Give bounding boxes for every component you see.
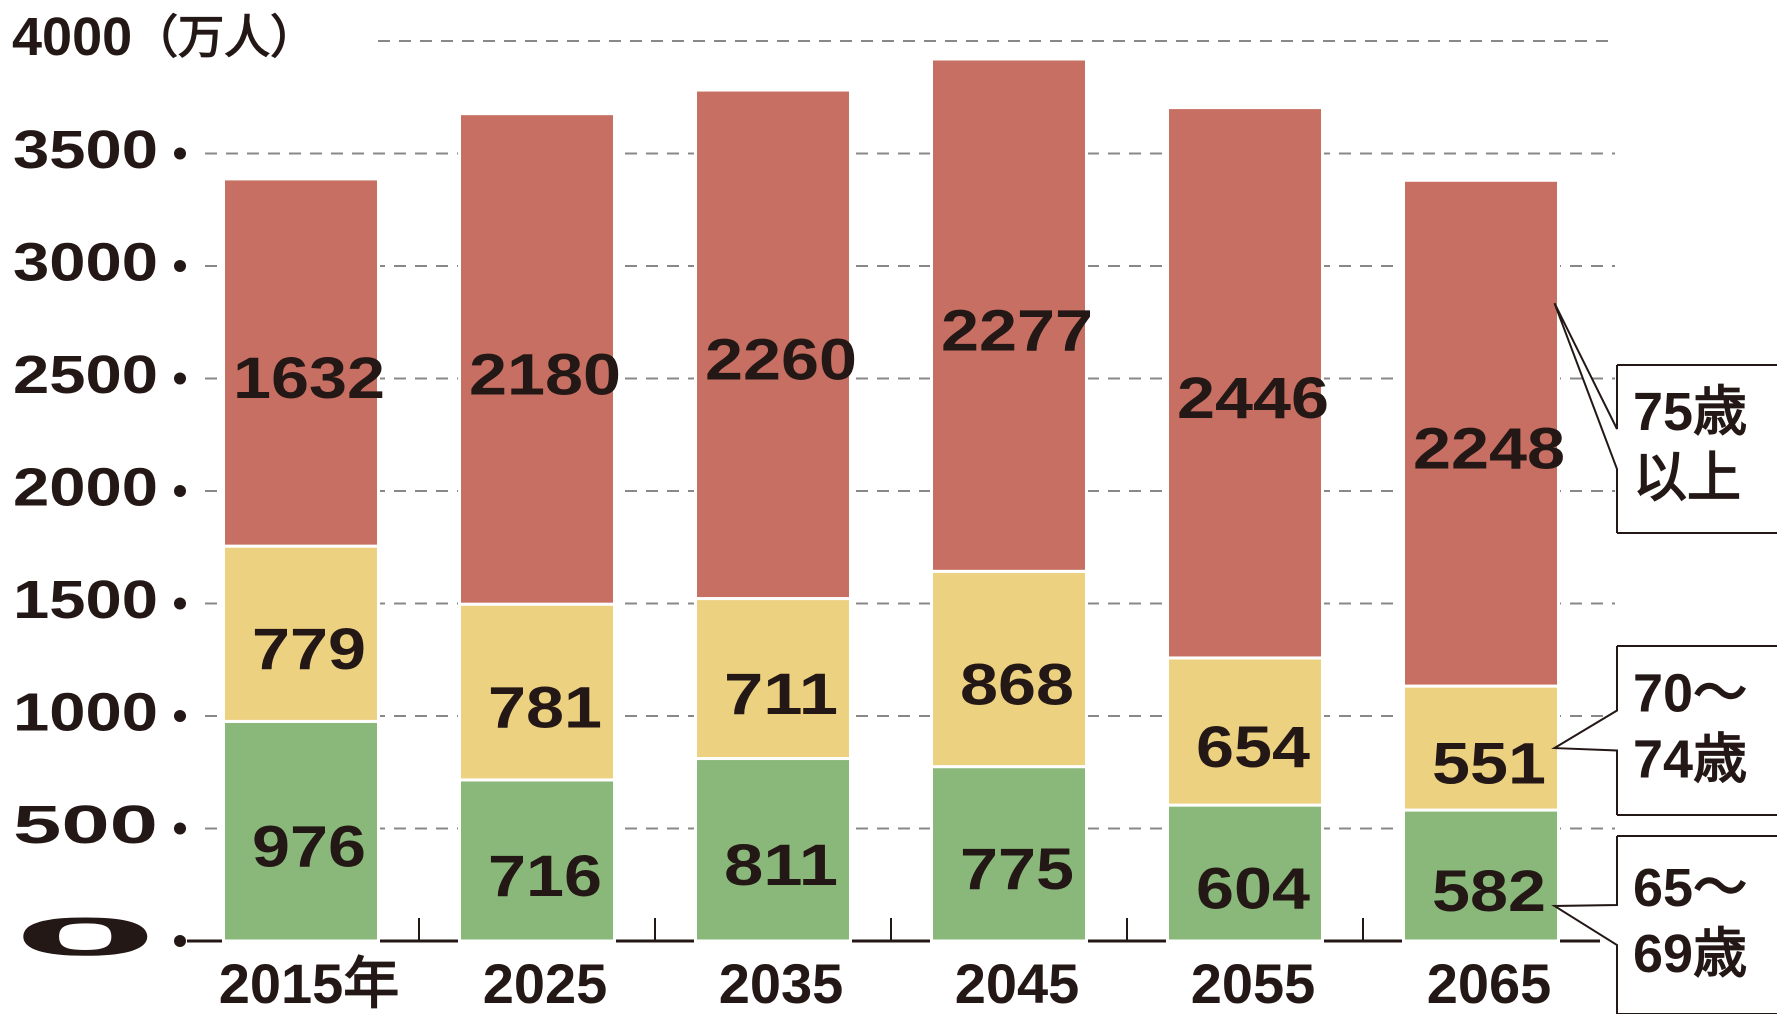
y-tick-dot	[174, 710, 186, 722]
legend-label: 75歳以上	[1633, 382, 1747, 508]
bar-segment	[694, 88, 852, 601]
legend-line: 75歳	[1633, 382, 1747, 442]
y-tick-dot	[174, 372, 186, 385]
value-label: 811	[724, 833, 838, 898]
y-tick-label: 4000（万人）	[12, 7, 316, 67]
value-label: 976	[252, 815, 366, 880]
y-tick-label: 1000	[13, 682, 158, 742]
bar-segment	[458, 778, 616, 943]
y-tick-label: 1500	[13, 570, 158, 630]
bar-segment	[222, 544, 380, 723]
bar-segment	[930, 765, 1088, 943]
bar-segment	[222, 719, 380, 943]
y-tick-dot	[174, 597, 186, 610]
y-tick-label: 2500	[13, 345, 158, 405]
x-tick-label: 2015年	[219, 952, 400, 1014]
value-label: 711	[724, 662, 838, 727]
bar-segment	[694, 757, 852, 943]
bar-segment	[222, 177, 380, 548]
y-tick-label: 3000	[13, 232, 158, 292]
bar-segment	[1166, 656, 1324, 807]
y-tick-dot	[174, 485, 186, 497]
legend-label: 65〜 69歳	[1633, 858, 1747, 984]
legend-label: 70〜 74歳	[1633, 664, 1747, 790]
x-tick-label: 2025	[483, 952, 608, 1014]
value-label: 2180	[469, 342, 621, 407]
x-tick-label: 2035	[719, 952, 844, 1014]
y-tick-dot	[174, 260, 186, 272]
legend-callout	[1551, 835, 1777, 1014]
y-tick-value: 4000	[12, 7, 132, 67]
y-tick-dot	[174, 822, 186, 835]
value-label: 775	[960, 837, 1074, 902]
y-unit: （万人）	[132, 11, 316, 63]
bar-segment	[1402, 808, 1560, 943]
bar-segment	[1166, 106, 1324, 660]
x-tick-label: 2055	[1191, 952, 1316, 1014]
bar-segment	[1166, 803, 1324, 943]
bar-segment	[458, 602, 616, 782]
legend-callout	[1551, 645, 1777, 816]
value-label: 604	[1196, 856, 1310, 921]
value-label: 582	[1432, 859, 1546, 924]
bar-segment	[930, 569, 1088, 769]
value-label: 654	[1196, 715, 1310, 780]
value-label: 716	[488, 844, 602, 909]
legend-line: 65〜	[1633, 858, 1747, 918]
value-label: 551	[1432, 731, 1546, 796]
bar-segment	[1402, 684, 1560, 812]
x-tick-label: 2045	[955, 952, 1080, 1014]
legend-line: 74歳	[1633, 730, 1747, 790]
legend-callout	[1553, 302, 1777, 534]
legend-line: 69歳	[1633, 924, 1747, 984]
y-tick-label: 0	[13, 907, 158, 967]
legend-line: 70〜	[1633, 664, 1747, 724]
y-tick-label: 2000	[13, 457, 158, 517]
bar-segment	[930, 57, 1088, 573]
bar-segment	[1402, 178, 1560, 688]
value-label: 868	[960, 652, 1074, 717]
y-tick-dot	[174, 935, 186, 947]
value-label: 2446	[1177, 366, 1329, 431]
legend-line: 以上	[1633, 448, 1741, 508]
value-label: 779	[252, 617, 366, 682]
x-tick-label: 2065	[1427, 952, 1552, 1014]
value-label: 781	[488, 675, 602, 740]
bar-segment	[458, 112, 616, 606]
value-label: 2248	[1413, 417, 1565, 482]
value-label: 2277	[941, 298, 1093, 363]
y-tick-label: 3500	[13, 120, 158, 180]
y-tick-dot	[174, 147, 186, 160]
value-label: 1632	[233, 346, 385, 411]
y-tick-label: 500	[13, 795, 158, 855]
value-label: 2260	[705, 328, 857, 393]
